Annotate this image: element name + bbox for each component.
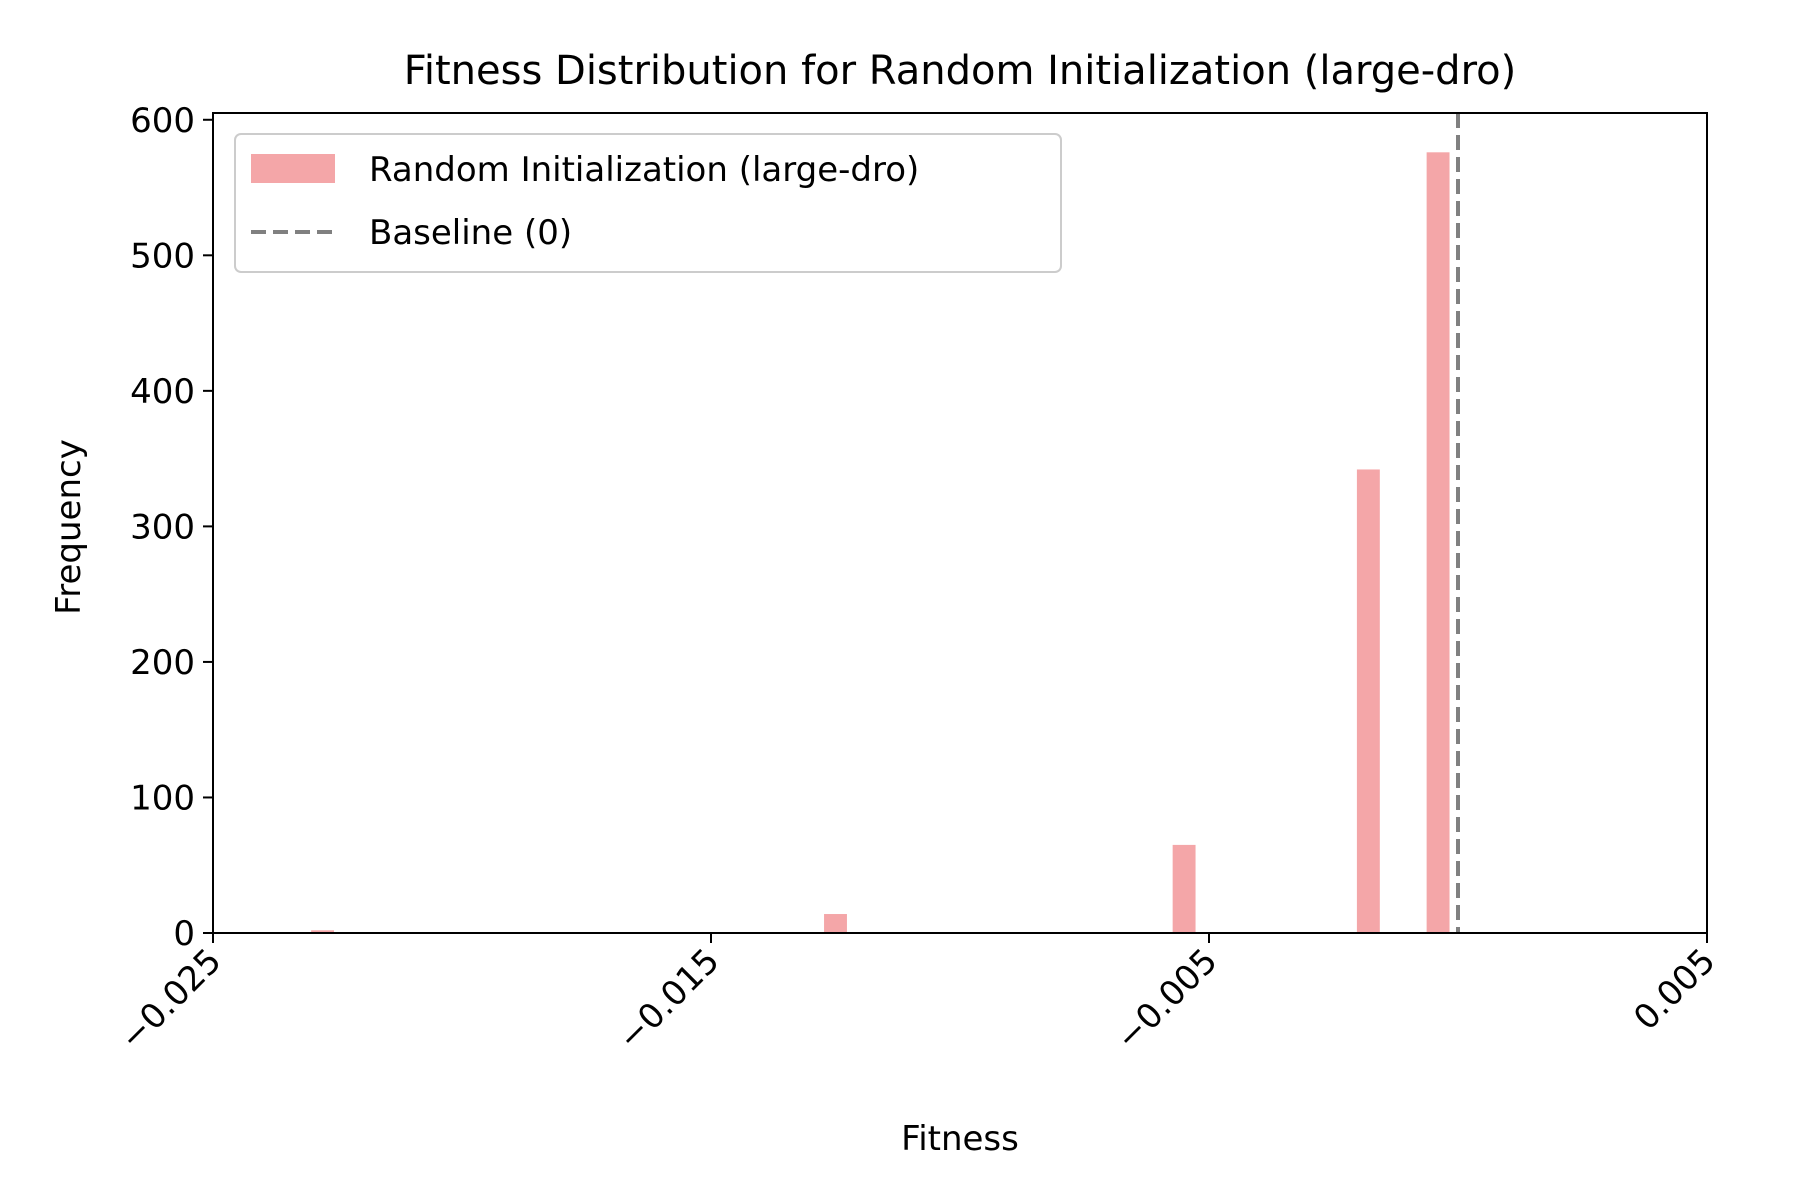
x-tick-label: −0.005 [1108,941,1225,1058]
plot-frame [212,112,1708,934]
legend: Random Initialization (large-dro) Baseli… [234,133,1062,273]
y-tick-label: 100 [130,778,195,818]
y-axis-label: Frequency [49,439,89,615]
legend-label-baseline: Baseline (0) [369,213,572,253]
legend-box [234,133,1062,273]
y-tick-label: 500 [130,236,195,276]
y-axis-ticks: 0 100 200 300 400 500 600 [130,101,213,954]
x-tick-label: 0.005 [1626,941,1723,1038]
legend-patch-swatch [251,154,335,183]
y-tick-label: 600 [130,101,195,141]
histogram-bar-2 [1172,844,1196,933]
bars-layer [311,152,1450,933]
legend-label-random-init: Random Initialization (large-dro) [369,150,919,190]
histogram-bar-1 [824,914,847,933]
chart-title: Fitness Distribution for Random Initiali… [404,48,1516,94]
x-axis-ticks: −0.025 −0.015 −0.005 0.005 [112,933,1723,1058]
y-tick-label: 200 [130,643,195,683]
x-axis-label: Fitness [901,1119,1019,1159]
histogram-bar-3 [1356,469,1380,933]
histogram-bar-4 [1426,152,1450,933]
y-tick-label: 300 [130,507,195,547]
histogram-bar-0 [311,930,335,933]
y-tick-label: 400 [130,372,195,412]
x-tick-label: −0.025 [112,941,229,1058]
x-tick-label: −0.015 [610,941,727,1058]
y-tick-label: 0 [173,914,195,954]
